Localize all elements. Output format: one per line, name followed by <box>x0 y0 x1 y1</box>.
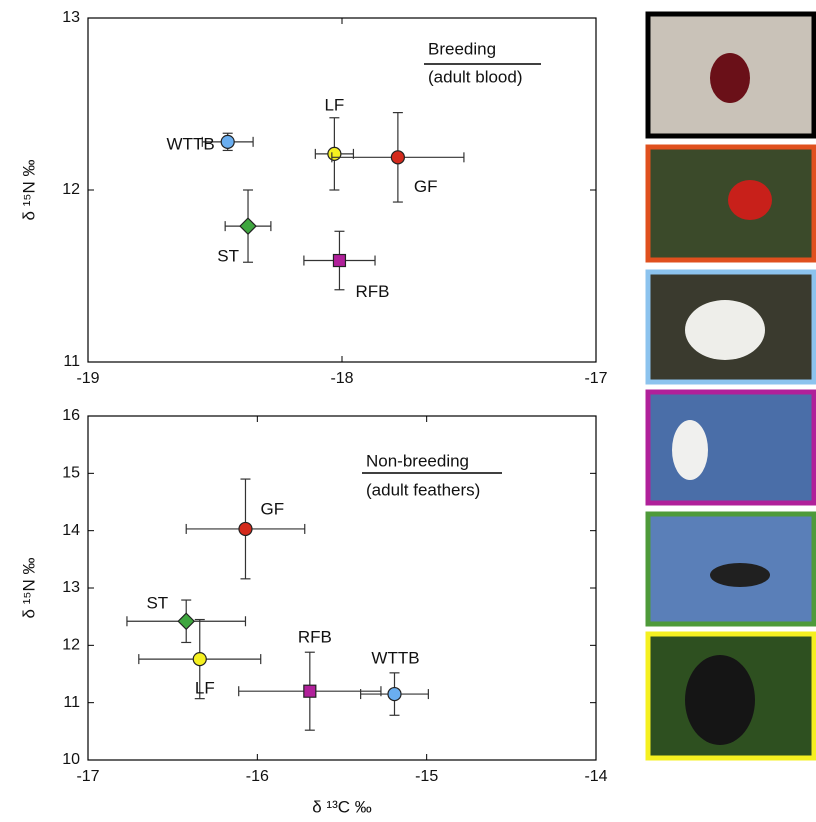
point <box>388 688 401 701</box>
point <box>391 151 404 164</box>
x-tick-label: -14 <box>584 768 607 785</box>
y-tick-label: 13 <box>62 9 80 26</box>
x-tick-label: -17 <box>76 768 99 785</box>
pouch <box>728 180 772 220</box>
x-tick-label: -19 <box>76 370 99 387</box>
booby <box>672 420 708 480</box>
frigatebird <box>685 655 755 745</box>
y-axis-label: δ ¹⁵N ‰ <box>19 558 38 619</box>
y-tick-label: 10 <box>62 751 80 768</box>
figure: -19 -18 -17 11 12 13 δ ¹⁵N ‰ Breeding (adult blo… <box>0 0 816 822</box>
y-tick-label: 13 <box>62 579 80 596</box>
x-tick-label: -16 <box>246 768 269 785</box>
point-label: ST <box>217 247 239 266</box>
point-label: LF <box>324 95 344 114</box>
point-label: RFB <box>298 628 332 647</box>
x-tick-label: -17 <box>584 370 607 387</box>
point-label: WTTB <box>167 134 215 153</box>
x-tick-label: -18 <box>330 370 353 387</box>
point <box>178 613 194 629</box>
point-label: GF <box>414 177 438 196</box>
y-tick-label: 15 <box>62 465 80 482</box>
point-label: LF <box>195 679 215 698</box>
y-tick-label: 12 <box>62 637 80 654</box>
point-label: GF <box>260 499 284 518</box>
tern <box>710 563 770 587</box>
point <box>221 135 234 148</box>
annotation-note: (adult feathers) <box>366 480 480 499</box>
y-tick-label: 12 <box>62 181 80 198</box>
plot-frame <box>88 416 596 760</box>
chick <box>685 300 765 360</box>
point <box>328 147 341 160</box>
annotation-note: (adult blood) <box>428 67 523 86</box>
point-label: WTTB <box>371 649 419 668</box>
y-tick-label: 11 <box>63 353 80 370</box>
egg <box>710 53 750 103</box>
point <box>193 653 206 666</box>
point <box>239 522 252 535</box>
x-axis-label: δ ¹³C ‰ <box>312 797 372 816</box>
point-label: ST <box>146 594 168 613</box>
point <box>333 255 345 267</box>
annotation: Non-breeding <box>366 451 469 470</box>
point <box>240 218 256 234</box>
point <box>304 685 316 697</box>
photo-panels <box>648 14 814 758</box>
y-tick-label: 11 <box>63 694 80 711</box>
x-tick-label: -15 <box>415 768 438 785</box>
y-tick-label: 16 <box>62 407 80 424</box>
annotation: Breeding <box>428 39 496 58</box>
point-label: RFB <box>355 282 389 301</box>
y-axis-label: δ ¹⁵N ‰ <box>19 160 38 221</box>
y-tick-label: 14 <box>62 522 80 539</box>
